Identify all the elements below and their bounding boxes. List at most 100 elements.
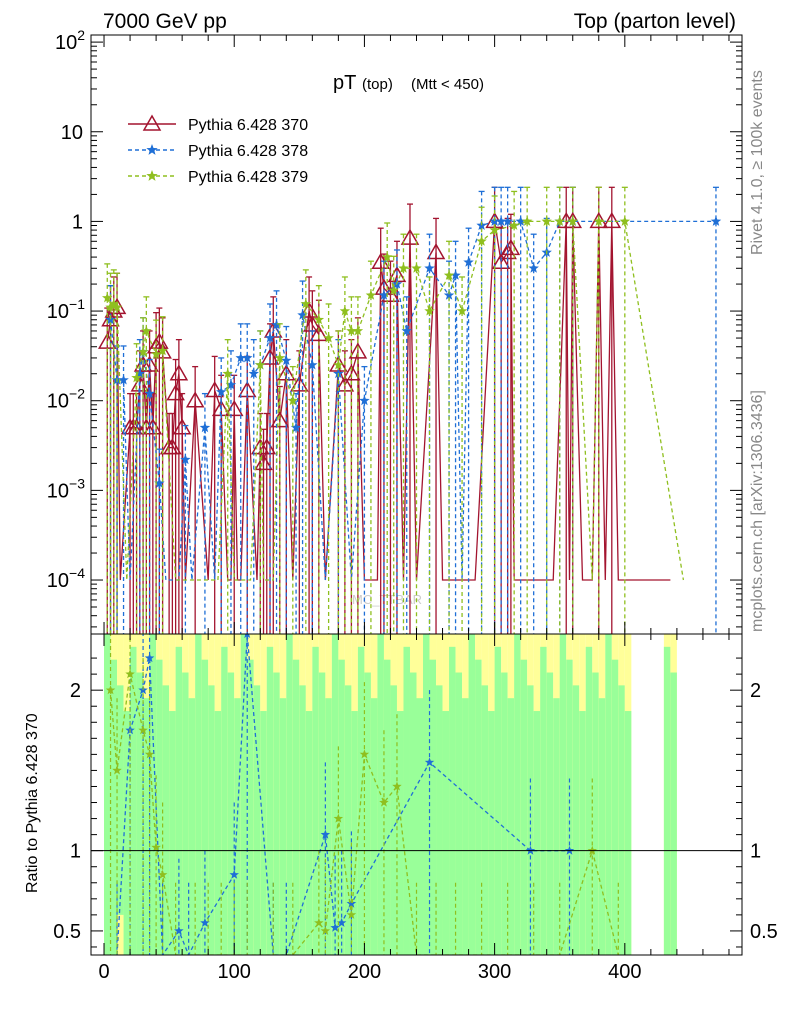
ratio-band-green: [624, 711, 632, 955]
ratio-band-green: [540, 646, 547, 955]
data-point: [495, 215, 507, 226]
data-point: [379, 797, 389, 807]
ratio-series: [105, 634, 619, 955]
data-point: [450, 269, 461, 280]
plot-title-cut: (Mtt < 450): [411, 76, 484, 93]
ratio-band-green: [462, 698, 469, 955]
data-point: [401, 325, 412, 336]
ratio-band-green: [527, 685, 534, 955]
ratio-band-green: [344, 685, 352, 955]
data-point: [138, 725, 148, 735]
process-label: Top (parton level): [574, 10, 736, 33]
data-point: [205, 380, 224, 398]
data-point: [229, 869, 239, 879]
ratio-band-green: [488, 711, 495, 955]
data-point: [359, 749, 370, 759]
data-point: [185, 391, 205, 408]
data-point: [111, 301, 123, 312]
ratio-y-tick-label-right: 0.5: [750, 921, 778, 943]
data-point: [320, 925, 331, 935]
series-line-2: [109, 220, 716, 581]
ratio-band-green: [130, 646, 137, 955]
ratio-band-green: [357, 646, 365, 955]
data-point: [424, 305, 435, 316]
data-point: [125, 669, 135, 679]
ratio-band-green: [195, 634, 202, 955]
data-point: [382, 251, 393, 262]
ratio-x-tick-label: 200: [348, 961, 381, 983]
data-point: [244, 634, 251, 638]
ratio-band-green: [149, 634, 157, 955]
series-line-1: [106, 221, 671, 581]
ratio-band-green: [162, 685, 170, 955]
ratio-band-green: [156, 659, 163, 955]
data-point: [443, 289, 455, 300]
data-point: [508, 220, 520, 230]
data-point: [216, 386, 227, 397]
data-point: [290, 422, 302, 433]
ratio-band-green: [266, 646, 274, 955]
ratio-band-green: [104, 634, 111, 955]
ratio-band-green: [429, 659, 437, 955]
data-point: [348, 342, 368, 359]
ratio-ylabel: Ratio to Pythia 6.428 370: [24, 713, 41, 893]
plot-title-main: pT: [333, 72, 356, 94]
ratio-band-green: [403, 646, 410, 955]
data-point: [411, 262, 422, 273]
data-point: [199, 422, 211, 433]
data-point: [142, 114, 162, 131]
ratio-band-green: [605, 634, 612, 955]
data-point: [166, 384, 185, 401]
data-point: [314, 917, 324, 927]
data-point: [157, 869, 168, 879]
ratio-y-tick-label-left: 1: [70, 841, 81, 863]
ratio-band-green: [325, 698, 332, 955]
data-point: [235, 352, 246, 363]
ratio-band-green: [396, 711, 404, 955]
ratio-band-green: [383, 659, 391, 955]
data-point: [521, 215, 533, 226]
ratio-band-green: [579, 711, 586, 955]
ratio-band-green: [175, 646, 183, 955]
ratio-band-green: [117, 685, 124, 915]
legend: Pythia 6.428 370 Pythia 6.428 378 Pythia 6…: [128, 114, 308, 186]
data-point: [274, 352, 285, 363]
data-point: [378, 289, 390, 300]
ratio-band-green: [188, 698, 196, 955]
data-point: [342, 364, 361, 381]
ratio-band-green: [559, 634, 567, 955]
ratio-band-green: [520, 659, 528, 955]
ratio-band-green: [110, 659, 118, 955]
energy-label: 7000 GeV pp: [103, 10, 227, 33]
ratio-band-green: [247, 659, 254, 955]
data-point: [172, 418, 192, 435]
main-y-tick-label: 1: [72, 211, 83, 233]
data-point: [287, 395, 298, 406]
plot-title-sub: (top): [362, 76, 393, 93]
data-point: [593, 215, 604, 226]
data-point: [619, 215, 631, 226]
data-point: [150, 348, 162, 359]
data-point: [134, 368, 146, 379]
data-point: [131, 372, 142, 383]
ratio-band-green: [305, 711, 313, 955]
ratio-band-green: [572, 685, 580, 955]
data-point: [300, 298, 312, 309]
data-point: [320, 829, 331, 839]
data-point: [398, 262, 409, 273]
data-point: [339, 305, 351, 316]
ratio-x-tick-label: 300: [478, 961, 511, 983]
data-point: [264, 332, 276, 343]
ratio-band-green: [481, 685, 489, 955]
ratio-band-green: [351, 711, 358, 955]
ratio-band-green: [253, 685, 261, 955]
ratio-band-green: [416, 698, 424, 955]
data-point: [270, 411, 290, 428]
ratio-band-green: [299, 685, 306, 955]
main-y-tick-label: 10−3: [47, 475, 85, 502]
data-point: [146, 170, 158, 181]
data-point: [554, 215, 565, 226]
data-point: [330, 922, 340, 932]
